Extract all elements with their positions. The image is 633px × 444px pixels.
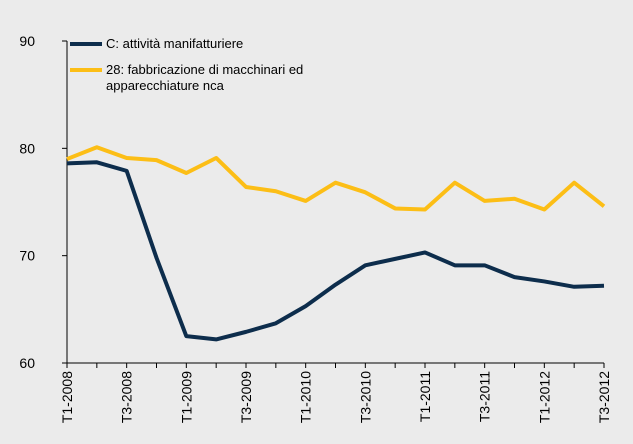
- series-line: [66, 145, 606, 212]
- x-tick-label: T3-2008: [119, 371, 135, 423]
- x-tick-label: T1-2009: [178, 371, 194, 423]
- x-tick-label: T3-2010: [357, 371, 373, 423]
- y-tick-label: 90: [19, 33, 35, 49]
- y-tick-label: 60: [19, 355, 35, 371]
- legend: C: attività manifatturiere 28: fabbricazi…: [70, 36, 346, 104]
- x-tick-label: T3-2012: [596, 371, 612, 423]
- legend-label: 28: fabbricazione di macchinari ed appar…: [106, 62, 304, 93]
- y-tick-label: 70: [19, 248, 35, 264]
- legend-entry: C: attività manifatturiere: [70, 36, 346, 52]
- x-tick-label: T1-2012: [536, 371, 552, 423]
- legend-swatch: [70, 68, 102, 72]
- x-tick-label: T3-2009: [238, 371, 254, 423]
- x-tick-label: T3-2011: [477, 371, 493, 422]
- legend-entry: 28: fabbricazione di macchinari ed appar…: [70, 62, 346, 94]
- x-tick-label: T1-2011: [417, 371, 433, 422]
- x-tick-label: T1-2010: [298, 371, 314, 423]
- x-tick-label: T1-2008: [59, 371, 75, 423]
- legend-label: C: attività manifatturiere: [106, 36, 244, 51]
- y-tick-label: 80: [19, 140, 35, 156]
- series-line: [66, 160, 605, 342]
- legend-swatch: [70, 42, 102, 46]
